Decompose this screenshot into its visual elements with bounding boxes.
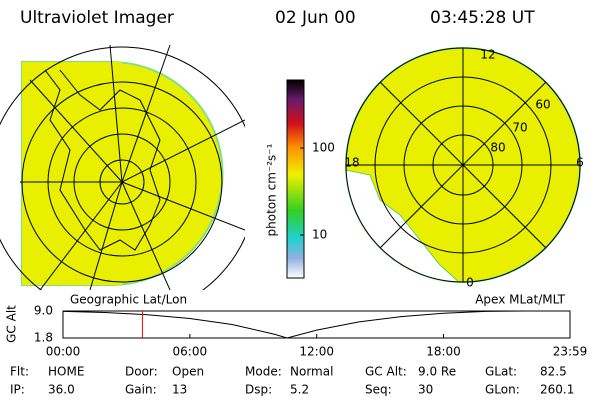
field-value: 13 xyxy=(172,383,187,397)
field-value: Open xyxy=(172,365,204,379)
field-label: Mode: xyxy=(245,365,282,379)
field-value: 260.1 xyxy=(540,383,574,397)
x-tick-label: 12:00 xyxy=(299,345,334,359)
field-label: GLon: xyxy=(485,383,520,397)
colorbar-tick-label: 100 xyxy=(312,141,335,155)
field-label: IP: xyxy=(10,383,25,397)
colorbar-tick-label: 10 xyxy=(312,228,327,242)
field-label: GC Alt: xyxy=(365,365,407,379)
field-label: Flt: xyxy=(10,365,29,379)
field-label: Gain: xyxy=(125,383,157,397)
plot-frame xyxy=(62,310,571,339)
left-label: Geographic Lat/Lon xyxy=(70,293,187,307)
polar-label: 0 xyxy=(466,276,474,290)
field-value: 9.0 Re xyxy=(418,365,456,379)
polar-label: 80 xyxy=(490,141,505,155)
x-tick-label: 18:00 xyxy=(426,345,461,359)
title: Ultraviolet Imager xyxy=(20,8,174,28)
polar-label: 70 xyxy=(512,121,527,135)
y-axis-label: GC Alt xyxy=(5,305,19,343)
polar-label: 6 xyxy=(576,156,584,170)
polar-label: 12 xyxy=(480,48,495,62)
field-label: Dsp: xyxy=(245,383,272,397)
field-value: 82.5 xyxy=(540,365,567,379)
time: 03:45:28 UT xyxy=(430,8,535,28)
right-label: Apex MLat/MLT xyxy=(475,293,565,307)
x-tick-label: 00:00 xyxy=(46,345,81,359)
x-tick-label: 06:00 xyxy=(173,345,208,359)
field-value: 36.0 xyxy=(48,383,75,397)
field-value: 5.2 xyxy=(290,383,309,397)
field-value: Normal xyxy=(290,365,333,379)
geo-image xyxy=(0,44,245,290)
date: 02 Jun 00 xyxy=(275,8,356,28)
polar-label: 18 xyxy=(344,156,359,170)
field-value: 30 xyxy=(418,383,433,397)
field-label: Door: xyxy=(125,365,158,379)
field-label: Seq: xyxy=(365,383,392,397)
field-label: GLat: xyxy=(485,365,517,379)
colorbar xyxy=(286,79,305,279)
polar-label: 60 xyxy=(535,98,550,112)
field-value: HOME xyxy=(48,365,84,379)
polar-image xyxy=(345,47,581,283)
altitude-line xyxy=(62,310,570,339)
y-tick-label: 9.0 xyxy=(34,304,53,318)
y-tick-label: 1.8 xyxy=(34,331,53,345)
colorbar-label: photon cm⁻²s⁻¹ xyxy=(265,143,279,236)
x-tick-label: 23:59 xyxy=(553,345,588,359)
